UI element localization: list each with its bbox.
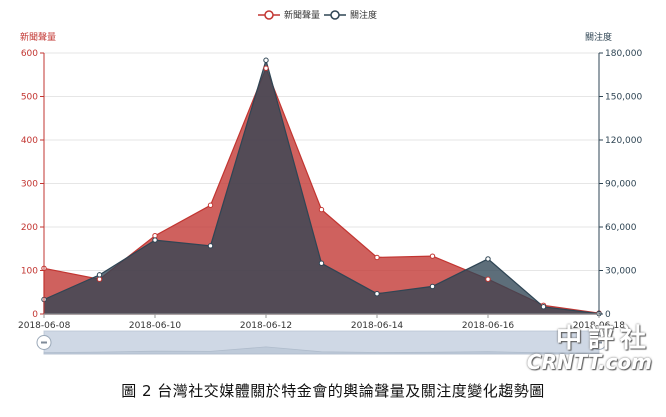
y-left-tick-label: 0 bbox=[32, 310, 38, 320]
legend-marker bbox=[264, 10, 274, 20]
x-tick-label: 2018-06-12 bbox=[240, 321, 292, 331]
data-point-attention bbox=[374, 291, 380, 297]
data-point-news-volume bbox=[485, 276, 491, 282]
data-point-news-volume bbox=[318, 206, 325, 213]
watermark-en: CRNTT.com bbox=[526, 350, 652, 374]
zoom-slider-handle-left[interactable] bbox=[36, 335, 52, 350]
y-left-tick-label: 600 bbox=[21, 49, 38, 59]
data-point-news-volume bbox=[263, 65, 269, 71]
zoom-slider-handle-right[interactable] bbox=[591, 335, 607, 350]
y-right-tick-label: 30,000 bbox=[605, 267, 637, 277]
y-left-tick-label: 100 bbox=[21, 267, 38, 277]
legend-label: 關注度 bbox=[350, 9, 377, 21]
data-point-news-volume bbox=[429, 253, 436, 259]
y-left-tick-label: 400 bbox=[21, 136, 38, 146]
data-point-attention bbox=[207, 243, 214, 249]
legend-item-attention[interactable]: 關注度 bbox=[324, 9, 377, 21]
data-point-attention bbox=[263, 57, 269, 63]
data-point-attention bbox=[540, 304, 547, 310]
y-left-tick-label: 200 bbox=[21, 223, 38, 233]
x-tick-label: 2018-06-18 bbox=[573, 321, 626, 331]
y-right-tick-label: 180,000 bbox=[605, 49, 642, 59]
y-right-tick-label: 90,000 bbox=[605, 180, 637, 190]
figure-caption: 圖 2 台灣社交媒體關於特金會的輿論聲量及關注度變化趨勢圖 bbox=[121, 382, 545, 400]
area-series-layer bbox=[43, 58, 600, 315]
data-point-news-volume bbox=[96, 276, 103, 282]
data-point-news-volume bbox=[374, 254, 380, 261]
series-area-attention bbox=[43, 58, 600, 315]
zoom-slider-window[interactable] bbox=[44, 331, 599, 354]
data-point-news-volume bbox=[152, 233, 158, 239]
y-right-tick-label: 120,000 bbox=[605, 136, 642, 146]
x-tick-label: 2018-06-08 bbox=[18, 321, 71, 331]
legend[interactable]: 新聞聲量 關注度 bbox=[258, 9, 377, 21]
data-point-attention bbox=[96, 272, 103, 278]
y-axis-left-title: 新聞聲量 bbox=[20, 31, 56, 43]
legend-item-news-volume[interactable]: 新聞聲量 bbox=[258, 9, 320, 21]
watermark-cn: 中評社 bbox=[555, 324, 652, 354]
zoom-slider-preview bbox=[43, 346, 600, 355]
data-point-news-volume bbox=[207, 202, 214, 208]
data-point-attention bbox=[485, 256, 491, 262]
zoom-slider[interactable] bbox=[36, 330, 607, 355]
watermark: 中評社 CRNTT.com bbox=[527, 326, 652, 372]
y-right-tick-label: 60,000 bbox=[605, 223, 637, 233]
legend-label: 新聞聲量 bbox=[284, 9, 320, 21]
handle-grip-icon bbox=[596, 341, 602, 344]
x-tick-label: 2018-06-14 bbox=[351, 321, 404, 331]
data-point-attention bbox=[152, 237, 158, 243]
axes: 0 100 200 300 400 500 600 0 30,000 60,000 90,000 12… bbox=[18, 31, 642, 331]
data-point-attention bbox=[429, 283, 436, 290]
data-point-attention bbox=[318, 260, 325, 266]
y-axis-right-title: 關注度 bbox=[585, 31, 612, 43]
y-right-tick-label: 0 bbox=[605, 310, 611, 320]
x-tick-label: 2018-06-16 bbox=[462, 321, 515, 331]
y-right-tick-label: 150,000 bbox=[605, 93, 642, 103]
handle-grip-icon bbox=[41, 341, 47, 344]
y-left-tick-label: 500 bbox=[21, 93, 38, 103]
legend-marker bbox=[330, 10, 340, 20]
x-tick-label: 2018-06-10 bbox=[129, 321, 182, 331]
y-left-tick-label: 300 bbox=[21, 180, 38, 190]
